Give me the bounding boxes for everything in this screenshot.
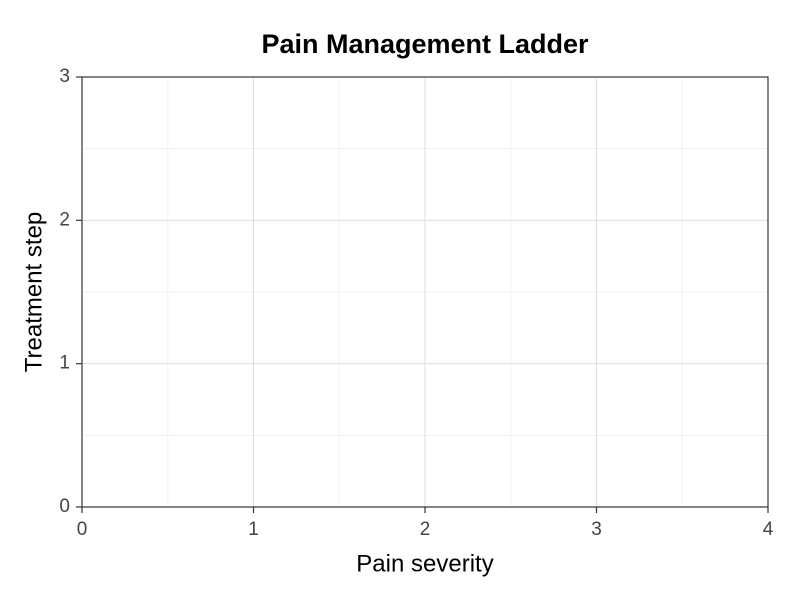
plot-border [81,76,769,508]
x-tick-label: 1 [248,519,259,540]
chart-title: Pain Management Ladder [261,29,589,59]
x-tick-label: 0 [77,519,88,540]
y-axis-label: Treatment step [20,212,47,373]
y-tick-label: 1 [59,353,70,374]
x-axis-label: Pain severity [356,550,493,577]
y-tick-label: 3 [59,66,70,87]
x-tick-label: 2 [420,519,431,540]
x-tick-label: 3 [591,519,602,540]
y-tick-label: 0 [59,496,70,517]
x-tick-label: 4 [763,519,774,540]
y-tick-label: 2 [59,209,70,230]
